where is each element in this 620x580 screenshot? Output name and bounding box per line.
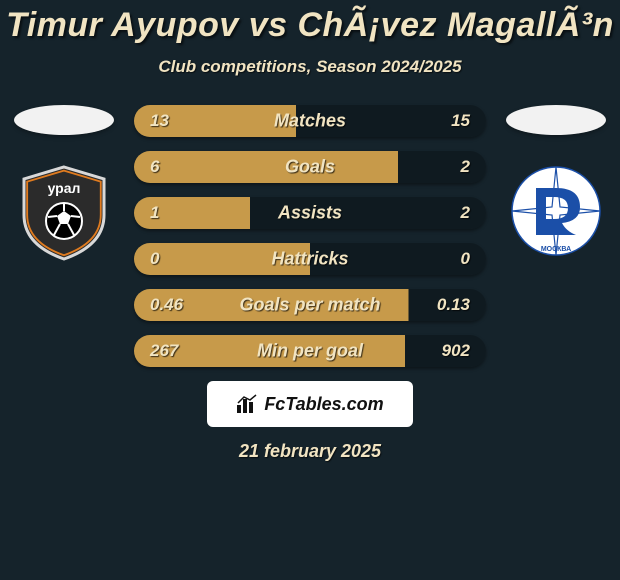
- stat-bar: 1 Assists 2: [134, 197, 486, 229]
- bar-icon-3: [249, 402, 253, 413]
- player-avatar-left: [14, 105, 114, 135]
- subtitle: Club competitions, Season 2024/2025: [0, 57, 620, 77]
- ural-shield-icon: урал: [14, 163, 114, 263]
- club-badge-right: МОСКВА: [506, 163, 606, 263]
- stat-bar: 13 Matches 15: [134, 105, 486, 137]
- stat-bar: 0.46 Goals per match 0.13: [134, 289, 486, 321]
- fctables-bars-icon: [236, 393, 258, 415]
- left-player-col: урал: [14, 105, 114, 263]
- ball-line: [48, 216, 57, 217]
- bar-icon-2: [243, 399, 247, 413]
- club-badge-left: урал: [14, 163, 114, 263]
- stat-label: Goals per match: [239, 295, 380, 316]
- stat-bar: 267 Min per goal 902: [134, 335, 486, 367]
- dinamo-badge-icon: МОСКВА: [506, 163, 606, 263]
- stat-right-value: 2: [461, 157, 470, 177]
- stat-left-value: 267: [150, 341, 178, 361]
- ball-line: [71, 216, 80, 217]
- fctables-label: FcTables.com: [264, 394, 383, 415]
- stat-right-value: 15: [451, 111, 470, 131]
- right-player-col: МОСКВА: [506, 105, 606, 263]
- stat-bar: 6 Goals 2: [134, 151, 486, 183]
- dinamo-text: МОСКВА: [541, 246, 571, 253]
- ural-text: урал: [48, 180, 81, 196]
- player-avatar-right: [506, 105, 606, 135]
- stats-column: 13 Matches 15 6 Goals 2 1 Assists 2 0 Hattricks 0 0.…: [134, 105, 486, 367]
- stat-label: Goals: [285, 157, 335, 178]
- stat-label: Hattricks: [271, 249, 348, 270]
- page-title: Timur Ayupov vs ChÃ¡vez MagallÃ³n: [0, 0, 620, 45]
- stat-left-value: 13: [150, 111, 169, 131]
- stat-bar: 0 Hattricks 0: [134, 243, 486, 275]
- bar-icon-1: [237, 405, 241, 413]
- infographic: Timur Ayupov vs ChÃ¡vez MagallÃ³n Club c…: [0, 0, 620, 580]
- stat-right-value: 0.13: [437, 295, 470, 315]
- fctables-watermark: FcTables.com: [207, 381, 413, 427]
- stat-left-value: 1: [150, 203, 159, 223]
- stat-right-value: 2: [461, 203, 470, 223]
- stat-right-value: 0: [461, 249, 470, 269]
- date-text: 21 february 2025: [0, 441, 620, 462]
- stat-label: Matches: [274, 111, 346, 132]
- stat-left-value: 0.46: [150, 295, 183, 315]
- stat-label: Min per goal: [257, 341, 363, 362]
- stat-left-value: 0: [150, 249, 159, 269]
- main-row: урал 13 Matches 15 6 Goals 2 1 Assists 2 0 Hattric…: [0, 105, 620, 367]
- stat-label: Assists: [278, 203, 342, 224]
- stat-left-value: 6: [150, 157, 159, 177]
- stat-right-value: 902: [442, 341, 470, 361]
